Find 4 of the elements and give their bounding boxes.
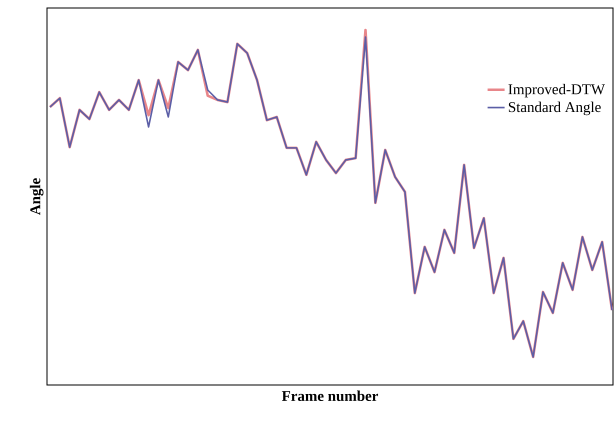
x-axis-title: Frame number xyxy=(282,390,378,402)
legend-label: Improved-DTW xyxy=(508,84,605,98)
y-axis-title: Angle xyxy=(30,178,44,216)
legend-label: Standard Angle xyxy=(508,102,601,116)
